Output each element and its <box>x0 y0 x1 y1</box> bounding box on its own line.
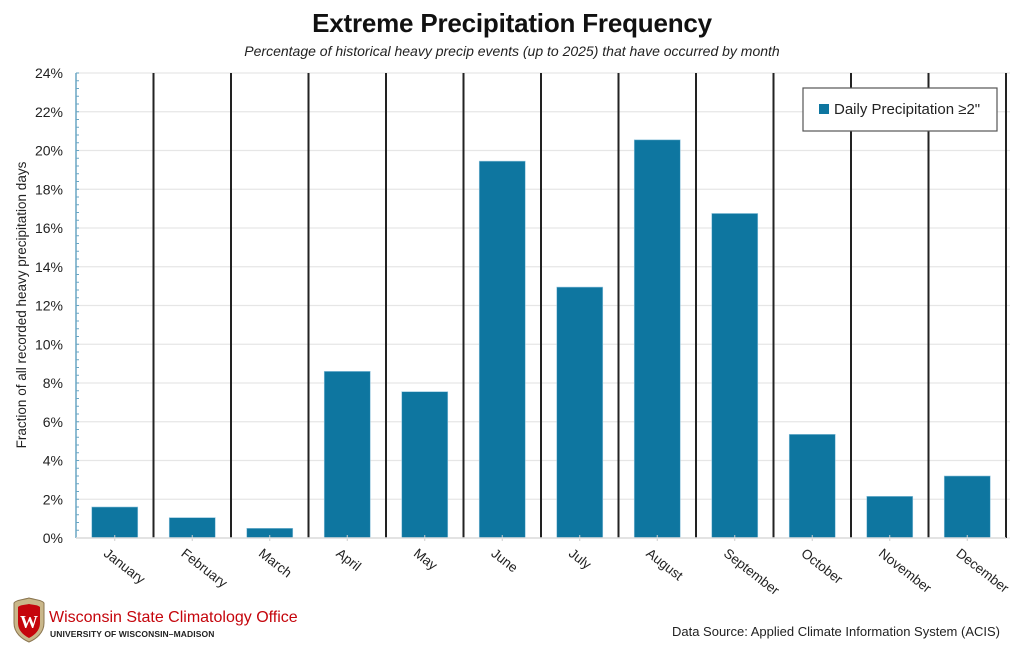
y-tick-label: 18% <box>35 181 63 197</box>
data-source: Data Source: Applied Climate Information… <box>671 624 1000 639</box>
org-name: Wisconsin State Climatology Office <box>49 609 298 626</box>
org-subtitle: UNIVERSITY OF WISCONSIN–MADISON <box>50 629 215 639</box>
month-separators <box>152 73 1007 538</box>
y-tick-label: 10% <box>35 336 63 352</box>
bars <box>91 139 991 539</box>
y-tick-label: 2% <box>43 491 63 507</box>
bar-august <box>633 139 681 539</box>
y-tick-label: 8% <box>43 375 63 391</box>
x-axis: January February March April May June July Augu… <box>76 535 1012 598</box>
y-tick-label: 12% <box>35 298 63 314</box>
bar-september <box>711 213 759 539</box>
x-tick-label: October <box>798 546 845 588</box>
bar-december <box>943 475 991 539</box>
y-tick-label: 6% <box>43 414 63 430</box>
svg-text:W: W <box>20 612 38 632</box>
chart-subtitle: Percentage of historical heavy precip ev… <box>244 43 780 59</box>
y-tick-label: 0% <box>43 530 63 546</box>
uw-crest-icon: W <box>13 597 45 643</box>
bar-may <box>401 391 449 539</box>
chart-title: Extreme Precipitation Frequency <box>312 8 712 38</box>
bar-february <box>168 517 216 539</box>
x-tick-label: November <box>876 546 935 596</box>
y-tick-label: 4% <box>43 453 63 469</box>
x-tick-label: March <box>256 546 295 581</box>
x-tick-label: April <box>333 546 364 574</box>
bar-june <box>478 160 526 539</box>
x-tick-label: February <box>178 546 230 591</box>
x-tick-label: July <box>566 546 594 573</box>
y-tick-label: 20% <box>35 143 63 159</box>
gridlines <box>76 72 1010 539</box>
bar-january <box>91 506 139 539</box>
y-tick-label: 16% <box>35 220 63 236</box>
x-tick-label: June <box>488 546 520 576</box>
y-axis: 0% 2% 4% 6% 8% 10% 12% 14% 16% 18% 20% 22% 24% <box>35 65 79 546</box>
legend-label: Daily Precipitation ≥2" <box>834 101 980 118</box>
bar-july <box>556 286 604 539</box>
y-axis-label: Fraction of all recorded heavy precipita… <box>14 161 29 448</box>
y-tick-label: 14% <box>35 259 63 275</box>
x-tick-label: May <box>411 546 441 574</box>
bar-october <box>788 434 836 539</box>
x-tick-label: December <box>953 546 1012 596</box>
legend-box <box>802 87 998 132</box>
bar-november <box>866 496 914 539</box>
y-tick-label: 22% <box>35 104 63 120</box>
x-tick-label: January <box>101 546 148 588</box>
x-tick-label: September <box>721 546 783 599</box>
legend-swatch <box>819 104 829 114</box>
y-tick-label: 24% <box>35 65 63 81</box>
legend: Daily Precipitation ≥2" <box>802 87 998 132</box>
x-tick-label: August <box>643 546 686 584</box>
bar-april <box>323 371 371 539</box>
